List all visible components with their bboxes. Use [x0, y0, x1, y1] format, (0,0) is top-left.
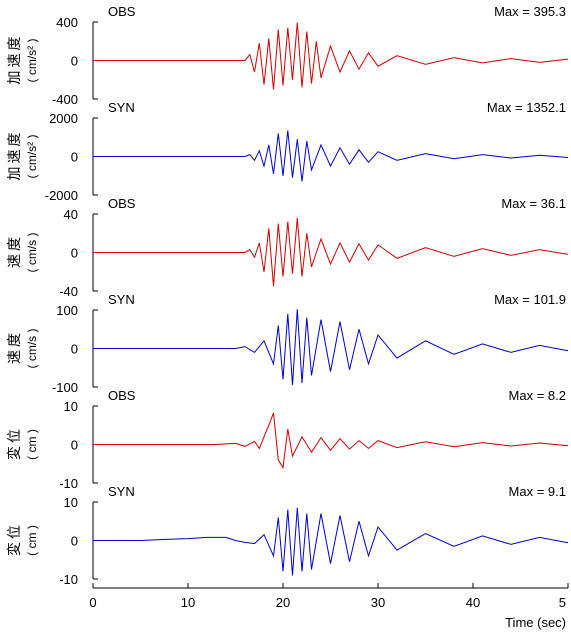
- trace-tag: SYN: [108, 292, 135, 307]
- trace-line: [93, 412, 569, 470]
- y-tick-label: 0: [71, 342, 78, 357]
- y-axis-unit: ( cm ): [25, 429, 39, 460]
- y-tick-label: -2000: [45, 188, 78, 203]
- y-axis-unit: ( cm/s² ): [25, 135, 39, 179]
- trace-tag: OBS: [108, 388, 136, 403]
- y-tick-label: 0: [71, 438, 78, 453]
- y-tick-label: 10: [64, 495, 78, 510]
- y-axis-label-char: 速: [6, 150, 22, 164]
- y-axis-label: 加速度( cm/s² ): [6, 133, 39, 181]
- y-axis-label-char: 度: [6, 333, 22, 347]
- y-axis-label: 加速度( cm/s² ): [6, 37, 39, 85]
- x-tick-label: 30: [371, 595, 385, 610]
- y-axis-label-char: 度: [6, 37, 22, 51]
- y-axis-unit: ( cm ): [25, 525, 39, 556]
- x-axis-label: Time (sec): [505, 615, 566, 630]
- y-tick-label: 0: [71, 534, 78, 549]
- max-label: Max = 36.1: [501, 196, 566, 211]
- y-axis-label-char: 度: [6, 133, 22, 147]
- trace-tag: SYN: [108, 484, 135, 499]
- y-tick-label: -10: [59, 572, 78, 587]
- x-tick-label: 10: [181, 595, 195, 610]
- y-axis-label-char: 速: [6, 350, 22, 364]
- trace-tag: OBS: [108, 4, 136, 19]
- x-tick-label: 40: [466, 595, 480, 610]
- trace-line: [93, 507, 569, 576]
- y-tick-label: 400: [56, 15, 78, 30]
- y-tick-label: 40: [64, 207, 78, 222]
- panel-4: 100 0 -100 速度( cm/s ) SYN Max = 101.9: [6, 292, 569, 395]
- y-axis-label: 変位( cm ): [6, 525, 39, 556]
- y-axis-unit: ( cm/s² ): [25, 39, 39, 83]
- y-tick-label: 10: [64, 399, 78, 414]
- y-axis-unit: ( cm/s ): [25, 233, 39, 273]
- y-tick-label: -100: [52, 380, 78, 395]
- max-label: Max = 395.3: [494, 4, 566, 19]
- y-tick-label: -40: [59, 284, 78, 299]
- y-axis-label-char: 変: [6, 446, 22, 460]
- y-axis-label-char: 位: [6, 525, 22, 539]
- y-tick-label: 0: [71, 54, 78, 69]
- y-axis-label-char: 速: [6, 54, 22, 68]
- trace-line: [93, 130, 569, 182]
- trace-line: [93, 309, 569, 386]
- y-axis-label-char: 加: [6, 167, 22, 181]
- y-tick-label: 2000: [49, 111, 78, 126]
- y-tick-label: 0: [71, 150, 78, 165]
- y-tick-label: -400: [52, 92, 78, 107]
- x-tick-label: 20: [276, 595, 290, 610]
- trace-line: [93, 217, 569, 287]
- y-axis-label: 速度( cm/s ): [6, 329, 39, 369]
- y-axis-label-char: 位: [6, 429, 22, 443]
- panel-3: 40 0 -40 速度( cm/s ) OBS Max = 36.1: [6, 196, 569, 299]
- x-tick-label: 0: [89, 595, 96, 610]
- y-tick-label: 0: [71, 246, 78, 261]
- y-axis-label: 速度( cm/s ): [6, 233, 39, 273]
- max-label: Max = 8.2: [509, 388, 566, 403]
- trace-tag: SYN: [108, 100, 135, 115]
- panel-6: 10 0 -10 変位( cm ) SYN Max = 9.1: [6, 484, 569, 587]
- trace-line: [93, 22, 569, 90]
- x-axis: 0 10 20 30 40 5: [89, 583, 569, 610]
- y-axis-label-char: 変: [6, 542, 22, 556]
- panel-2: 2000 0 -2000 加速度( cm/s² ) SYN Max = 1352.1: [6, 100, 569, 203]
- y-axis-label-char: 加: [6, 71, 22, 85]
- y-axis-label-char: 速: [6, 254, 22, 268]
- y-tick-label: -10: [59, 476, 78, 491]
- x-tick-label: 5: [559, 595, 566, 610]
- y-axis-label-char: 度: [6, 237, 22, 251]
- panel-1: 400 0 -400 加速度( cm/s² ) OBS Max = 395.3: [6, 4, 569, 107]
- panel-5: 10 0 -10 変位( cm ) OBS Max = 8.2: [6, 388, 569, 491]
- max-label: Max = 9.1: [509, 484, 566, 499]
- max-label: Max = 1352.1: [487, 100, 566, 115]
- trace-tag: OBS: [108, 196, 136, 211]
- y-tick-label: 100: [56, 303, 78, 318]
- y-axis-label: 変位( cm ): [6, 429, 39, 460]
- max-label: Max = 101.9: [494, 292, 566, 307]
- y-axis-unit: ( cm/s ): [25, 329, 39, 369]
